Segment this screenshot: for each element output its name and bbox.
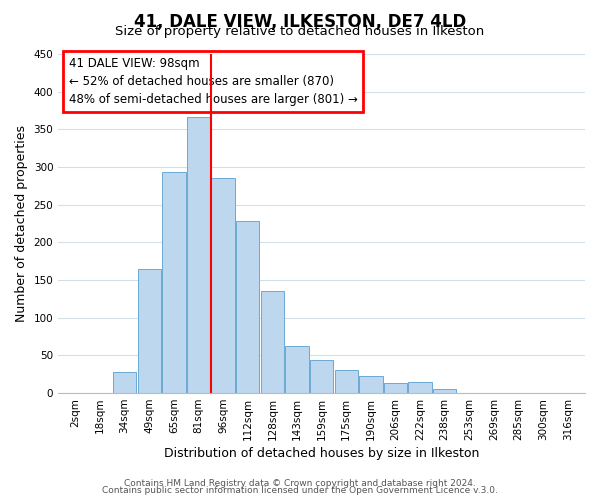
Bar — [162, 172, 185, 393]
Bar — [187, 116, 210, 393]
Y-axis label: Number of detached properties: Number of detached properties — [15, 125, 28, 322]
Text: Contains public sector information licensed under the Open Government Licence v.: Contains public sector information licen… — [102, 486, 498, 495]
Bar — [113, 372, 136, 393]
Bar — [335, 370, 358, 393]
X-axis label: Distribution of detached houses by size in Ilkeston: Distribution of detached houses by size … — [164, 447, 479, 460]
Text: 41 DALE VIEW: 98sqm
← 52% of detached houses are smaller (870)
48% of semi-detac: 41 DALE VIEW: 98sqm ← 52% of detached ho… — [69, 58, 358, 106]
Bar — [359, 376, 383, 393]
Text: 41, DALE VIEW, ILKESTON, DE7 4LD: 41, DALE VIEW, ILKESTON, DE7 4LD — [134, 12, 466, 30]
Bar — [260, 292, 284, 393]
Bar — [285, 346, 308, 393]
Bar — [384, 382, 407, 393]
Bar — [137, 268, 161, 393]
Bar — [409, 382, 432, 393]
Text: Contains HM Land Registry data © Crown copyright and database right 2024.: Contains HM Land Registry data © Crown c… — [124, 478, 476, 488]
Bar — [433, 390, 457, 393]
Bar — [211, 178, 235, 393]
Bar — [310, 360, 333, 393]
Text: Size of property relative to detached houses in Ilkeston: Size of property relative to detached ho… — [115, 25, 485, 38]
Bar — [236, 222, 259, 393]
